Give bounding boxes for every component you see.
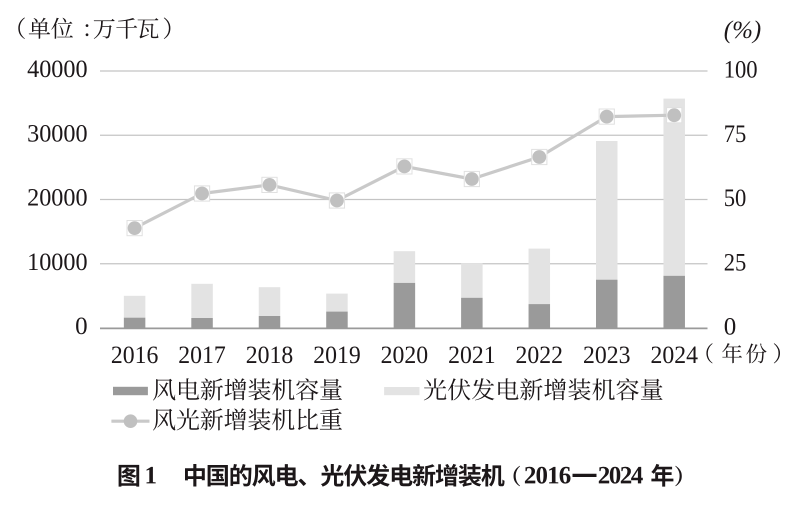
svg-text:0: 0 — [75, 313, 88, 340]
svg-text:2021: 2021 — [448, 340, 496, 369]
svg-text:2019: 2019 — [313, 340, 361, 369]
svg-text:0: 0 — [724, 314, 737, 341]
svg-text:2017: 2017 — [178, 340, 226, 369]
svg-text:100: 100 — [724, 57, 758, 84]
svg-text:(%): (%) — [724, 17, 761, 44]
svg-text:40000: 40000 — [27, 56, 88, 83]
svg-text:2023: 2023 — [583, 340, 631, 369]
svg-text:50: 50 — [724, 185, 747, 212]
svg-text:2020: 2020 — [381, 340, 429, 369]
svg-text:2018: 2018 — [246, 340, 294, 369]
svg-text:2022: 2022 — [516, 340, 564, 369]
svg-text:2016: 2016 — [111, 340, 159, 369]
svg-text:20000: 20000 — [27, 185, 88, 212]
svg-text:10000: 10000 — [27, 249, 88, 276]
svg-text:25: 25 — [724, 249, 747, 276]
svg-text:75: 75 — [724, 121, 747, 148]
svg-text:2024: 2024 — [650, 340, 698, 369]
svg-text:30000: 30000 — [27, 120, 88, 147]
